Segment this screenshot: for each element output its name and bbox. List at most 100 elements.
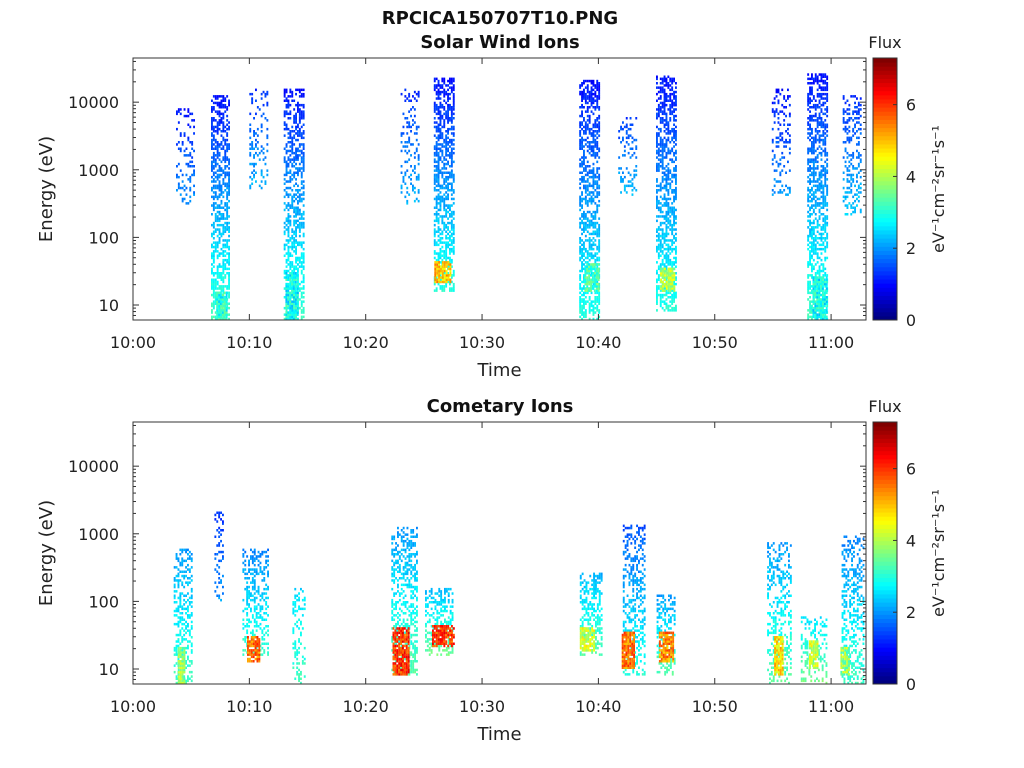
heatmap-cell (667, 178, 670, 181)
heatmap-cell (447, 136, 449, 140)
heatmap-cell (216, 243, 219, 247)
heatmap-cell (447, 272, 449, 275)
heatmap-cell (788, 169, 791, 172)
heatmap-cell (816, 79, 819, 83)
heatmap-cell (224, 143, 227, 146)
heatmap-cell (581, 317, 583, 321)
heatmap-cell (598, 90, 601, 94)
heatmap-cell (583, 280, 585, 284)
heatmap-cell (295, 114, 297, 118)
heatmap-cell (583, 125, 585, 129)
heatmap-cell (816, 278, 819, 281)
heatmap-cell (671, 223, 674, 227)
heatmap-cell (300, 287, 303, 290)
heatmap-cell (673, 134, 675, 137)
heatmap-cell (826, 106, 829, 109)
heatmap-cell (435, 103, 438, 107)
heatmap-cell (228, 278, 230, 281)
heatmap-cell (294, 285, 297, 288)
heatmap-cell (857, 121, 860, 124)
heatmap-cell (285, 261, 288, 264)
heatmap-cell (434, 269, 437, 273)
heatmap-cell (214, 278, 217, 281)
heatmap-cell (807, 219, 810, 223)
heatmap-cell (435, 136, 438, 140)
heatmap-cell (824, 272, 827, 275)
heatmap-cell (586, 145, 589, 148)
heatmap-cell (588, 272, 591, 275)
heatmap-cell (226, 221, 229, 225)
heatmap-cell (579, 250, 582, 253)
heatmap-cell (293, 285, 295, 288)
heatmap-cell (295, 232, 297, 236)
heatmap-cell (447, 232, 449, 236)
heatmap-cell (594, 84, 597, 87)
heatmap-cell (447, 210, 449, 214)
heatmap-cell (285, 88, 288, 92)
heatmap-cell (856, 112, 858, 116)
heatmap-cell (216, 315, 219, 319)
heatmap-cell (669, 219, 672, 223)
heatmap-cell (665, 258, 668, 262)
heatmap-cell (251, 141, 254, 144)
heatmap-cell (590, 247, 593, 251)
heatmap-cell (588, 171, 591, 174)
heatmap-cell (297, 169, 299, 172)
heatmap-cell (590, 110, 593, 113)
heatmap-cell (661, 149, 664, 153)
heatmap-cell (298, 162, 301, 166)
heatmap-cell (848, 108, 851, 111)
heatmap-cell (588, 141, 591, 144)
heatmap-cell (291, 197, 294, 201)
heatmap-cell (826, 232, 829, 236)
heatmap-cell (594, 134, 597, 137)
heatmap-cell (814, 134, 817, 137)
heatmap-cell (440, 269, 442, 273)
heatmap-cell (816, 226, 819, 229)
heatmap-cell (283, 287, 286, 290)
heatmap-cell (296, 289, 299, 292)
heatmap-cell (291, 143, 294, 146)
heatmap-cell (302, 160, 305, 164)
heatmap-cell (581, 289, 583, 292)
heatmap-cell (588, 226, 591, 229)
heatmap-cell (592, 97, 595, 100)
heatmap-cell (295, 156, 297, 159)
heatmap-cell (657, 112, 660, 116)
heatmap-cell (824, 143, 827, 146)
heatmap-cell (771, 193, 774, 196)
heatmap-cell (816, 123, 819, 126)
heatmap-cell (410, 165, 412, 168)
heatmap-cell (584, 302, 587, 305)
heatmap-cell (593, 263, 596, 266)
heatmap-cell (846, 167, 849, 170)
heatmap-cell (583, 90, 585, 94)
heatmap-cell (221, 293, 224, 297)
heatmap-cell (592, 182, 595, 185)
heatmap-cell (850, 154, 853, 157)
heatmap-cell (224, 204, 227, 207)
heatmap-cell (293, 160, 296, 164)
heatmap-cell (439, 112, 442, 116)
heatmap-cell (846, 180, 849, 183)
heatmap-cell (220, 160, 223, 164)
heatmap-cell (452, 230, 455, 233)
heatmap-cell (581, 213, 583, 216)
heatmap-cell (667, 217, 670, 220)
heatmap-cell (224, 230, 227, 233)
heatmap-cell (659, 165, 662, 168)
heatmap-cell (218, 112, 221, 116)
heatmap-cell (297, 101, 299, 105)
heatmap-cell (820, 263, 823, 266)
heatmap-cell (228, 274, 230, 277)
heatmap-cell (593, 265, 596, 268)
heatmap-cell (822, 197, 825, 201)
heatmap-cell (214, 219, 217, 223)
heatmap-cell (224, 156, 227, 159)
heatmap-cell (579, 92, 582, 96)
heatmap-cell (814, 300, 817, 303)
heatmap-cell (592, 175, 595, 179)
heatmap-cell (218, 143, 221, 146)
heatmap-cell (669, 178, 672, 181)
heatmap-cell (433, 289, 436, 292)
